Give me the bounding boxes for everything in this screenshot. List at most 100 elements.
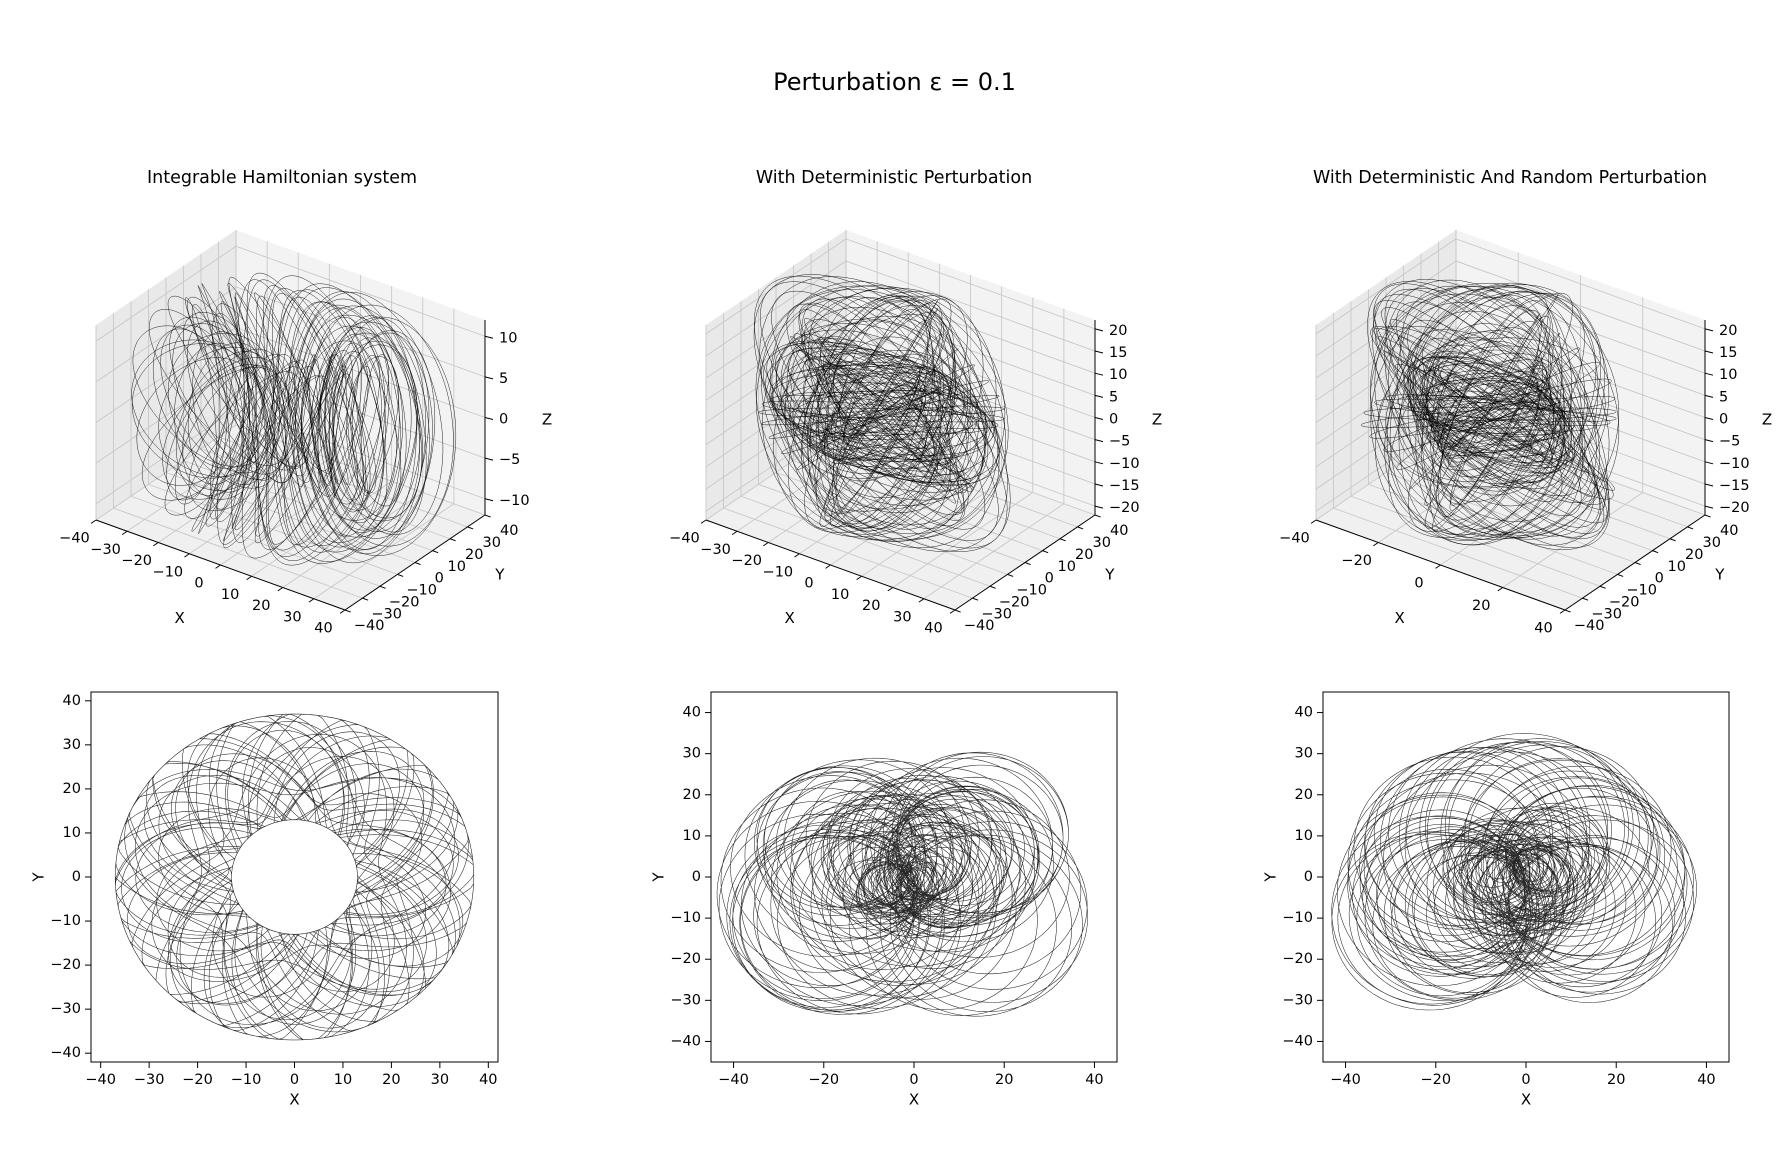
z-tick-label: −10 xyxy=(499,493,530,509)
trajectory-line-3d xyxy=(131,272,457,566)
x-tick xyxy=(1559,609,1566,614)
y-gridline xyxy=(218,436,468,528)
y-tick-label: 20 xyxy=(1295,787,1313,803)
y-tick-label: −10 xyxy=(406,583,437,599)
x-tick xyxy=(121,530,128,536)
y-tick-label: −40 xyxy=(354,618,385,634)
x-axis-label: X xyxy=(1394,609,1404,627)
y-tick-label: 20 xyxy=(683,787,701,803)
y-gridline xyxy=(1350,495,1601,587)
y-tick-label: 10 xyxy=(683,828,701,844)
y-gridline xyxy=(1455,424,1706,516)
z-axis-label: Z xyxy=(542,410,552,428)
x-tick-label: 0 xyxy=(909,1072,918,1088)
y-tick-label: 30 xyxy=(1092,535,1110,551)
z-gridline xyxy=(95,245,486,342)
x-tick-label: −30 xyxy=(134,1072,165,1088)
x-tick-label: −40 xyxy=(1330,1072,1361,1088)
z-tick-label: −5 xyxy=(499,452,520,468)
z-axis-label: Z xyxy=(1762,410,1772,428)
y-axis-label: Y xyxy=(1104,566,1115,584)
y-tick xyxy=(362,597,369,601)
x-tick-label: 20 xyxy=(1607,1072,1625,1088)
y-tick-label: 0 xyxy=(1045,571,1054,587)
z-tick-label: −15 xyxy=(1109,478,1140,494)
x-tick-label: −20 xyxy=(1341,553,1372,569)
y-tick xyxy=(1652,550,1659,554)
y-tick-label: −40 xyxy=(1282,1033,1313,1049)
y-tick-label: 0 xyxy=(1655,571,1664,587)
z-tick-label: 5 xyxy=(1109,389,1118,405)
x-tick-label: 30 xyxy=(283,609,301,625)
trajectory-line-2d xyxy=(1331,733,1697,1011)
y-tick-label: −20 xyxy=(1609,594,1640,610)
y-tick xyxy=(1024,562,1031,566)
x-tick-label: −40 xyxy=(669,531,700,547)
y-tick-label: 20 xyxy=(1685,547,1703,563)
x-axis-line xyxy=(95,519,346,611)
y-axis-line xyxy=(1564,514,1706,611)
x-tick xyxy=(215,564,221,569)
axes2d-panel-2: −40 −20 0 20 40 −40 −30 −20 −10 0 10 20 30 40 X Y xyxy=(1262,691,1730,1109)
x-tick xyxy=(90,519,97,524)
y-tick-label: −10 xyxy=(1626,583,1657,599)
figure-suptitle: Perturbation ε = 0.1 xyxy=(773,68,1016,96)
y-tick-label: 30 xyxy=(683,746,701,762)
y-tick-label: −10 xyxy=(50,913,81,929)
x-tick xyxy=(887,587,894,592)
y-tick xyxy=(449,538,456,542)
x-tick-label: 0 xyxy=(1414,576,1423,592)
y-tick-label: −10 xyxy=(1016,583,1047,599)
y-gridline xyxy=(1420,448,1671,540)
y-tick-label: −40 xyxy=(50,1045,81,1061)
y-gridline xyxy=(1368,483,1618,575)
z-gridline xyxy=(705,393,1096,490)
x-tick-label: 0 xyxy=(290,1072,299,1088)
x-tick xyxy=(246,575,252,581)
y-tick-label: −20 xyxy=(1282,951,1313,967)
y-tick xyxy=(1007,573,1014,577)
x-tick-label: −20 xyxy=(1420,1072,1451,1088)
z-tick-label: 0 xyxy=(499,412,508,428)
z-tick xyxy=(1704,461,1714,465)
x-tick xyxy=(825,564,831,569)
z-tick xyxy=(1704,328,1714,332)
x-tick-label: −20 xyxy=(731,553,762,569)
x-tick-label: −40 xyxy=(718,1072,749,1088)
z-tick-label: 15 xyxy=(1719,345,1737,361)
trajectory-line-3d xyxy=(753,274,1011,552)
y-tick xyxy=(414,562,421,566)
y-tick-label: 0 xyxy=(1304,869,1313,885)
x-tick-label: −40 xyxy=(85,1072,116,1088)
z-gridline xyxy=(1315,326,1706,423)
z-gridline xyxy=(1315,393,1706,490)
z-tick xyxy=(484,417,494,420)
z-tick-label: 20 xyxy=(1109,323,1127,339)
y-tick xyxy=(972,597,979,601)
y-tick xyxy=(432,550,439,554)
y-tick-label: −20 xyxy=(50,957,81,973)
z-gridline xyxy=(1315,349,1706,446)
y-tick-label: 10 xyxy=(1057,559,1075,575)
trajectory-line-2d xyxy=(114,713,475,1041)
z-tick-label: 15 xyxy=(1109,345,1127,361)
x-tick-label: 40 xyxy=(1534,621,1552,637)
y-tick-label: −10 xyxy=(670,910,701,926)
y-tick-label: −30 xyxy=(981,606,1012,622)
x-tick xyxy=(308,598,315,603)
y-tick-label: −30 xyxy=(670,992,701,1008)
z-tick xyxy=(484,376,494,380)
y-axis-line xyxy=(954,514,1096,611)
y-gridline xyxy=(1403,460,1653,552)
panel-title-deterministic-random: With Deterministic And Random Perturbati… xyxy=(1312,168,1708,188)
y-tick-label: 40 xyxy=(500,523,518,539)
y-tick-label: 40 xyxy=(1720,523,1738,539)
z-gridline xyxy=(1315,260,1706,357)
y-tick xyxy=(379,585,386,589)
x-axis-label: X xyxy=(784,609,794,627)
y-gridline xyxy=(1333,507,1583,599)
z-tick xyxy=(1094,328,1104,332)
y-tick xyxy=(1564,609,1571,613)
